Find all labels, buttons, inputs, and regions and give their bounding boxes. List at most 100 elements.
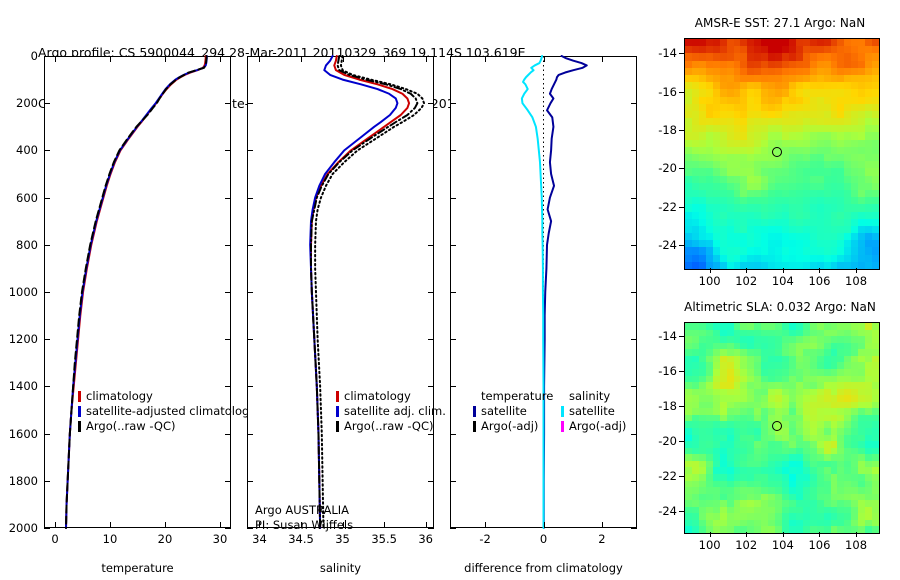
map-cell	[754, 103, 762, 112]
map-cell	[719, 132, 728, 141]
map-cell	[740, 401, 749, 409]
map-cell	[816, 388, 825, 396]
map-cell	[761, 118, 769, 126]
map-cell	[851, 146, 859, 155]
map-x-tick	[819, 532, 821, 537]
map-cell	[823, 233, 832, 241]
map-cell	[865, 161, 873, 170]
map-cell	[761, 395, 769, 403]
map-cell	[712, 375, 721, 383]
map-cell	[685, 74, 693, 83]
map-cell	[858, 103, 866, 112]
map-cell	[726, 421, 735, 429]
salinity-profile-plot[interactable]	[247, 56, 434, 528]
map-cell	[788, 74, 797, 83]
map-cell	[809, 110, 818, 119]
map-cell	[712, 39, 721, 47]
map-cell	[705, 526, 714, 533]
y-tick-label: 0	[30, 49, 38, 63]
map-cell	[719, 355, 728, 364]
map-cell	[761, 247, 769, 256]
map-cell	[754, 74, 762, 83]
map-cell	[719, 467, 728, 475]
map-cell	[768, 362, 776, 370]
map-cell	[837, 454, 846, 462]
map-cell	[782, 118, 790, 126]
map-cell	[851, 388, 859, 396]
map-cell	[698, 480, 707, 488]
map-cell	[705, 342, 714, 350]
map-cell	[809, 375, 818, 383]
map-cell	[768, 211, 776, 220]
map-cell	[837, 189, 846, 198]
map-cell	[837, 175, 846, 184]
map-cell	[775, 375, 783, 383]
map-cell	[802, 261, 811, 269]
y-tick	[44, 339, 50, 341]
map-cell	[712, 388, 721, 396]
map-cell	[858, 82, 866, 90]
map-cell	[795, 211, 804, 220]
map-cell	[788, 67, 797, 76]
map-cell	[809, 204, 818, 213]
map-cell	[795, 254, 804, 263]
map-cell	[865, 526, 873, 533]
map-cell	[733, 247, 742, 256]
map-cell	[816, 414, 825, 423]
map-cell	[685, 519, 693, 528]
map-cell	[782, 168, 790, 177]
map-cell	[858, 414, 866, 423]
map-cell	[733, 233, 742, 241]
map-cell	[844, 218, 852, 227]
map-cell	[719, 388, 728, 396]
y-tick	[44, 433, 50, 435]
map-cell	[685, 211, 693, 220]
sst-map[interactable]	[684, 38, 880, 270]
map-cell	[733, 349, 742, 357]
sla-map[interactable]	[684, 322, 880, 534]
map-cell	[685, 39, 693, 47]
map-cell	[830, 447, 839, 455]
map-cell	[830, 225, 839, 234]
map-cell	[823, 460, 832, 469]
map-cell	[691, 526, 700, 533]
map-cell	[858, 225, 866, 234]
map-cell	[740, 67, 749, 76]
y-tick-label: 1600	[8, 426, 38, 441]
map-cell	[802, 388, 811, 396]
map-cell	[719, 493, 728, 501]
map-cell	[768, 441, 776, 449]
map-cell	[851, 53, 859, 62]
map-cell	[761, 89, 769, 98]
map-cell	[754, 67, 762, 76]
map-cell	[782, 89, 790, 98]
map-cell	[782, 329, 790, 337]
map-cell	[802, 323, 811, 331]
map-cell	[802, 473, 811, 482]
map-cell	[754, 218, 762, 227]
map-cell	[747, 447, 755, 455]
map-cell	[837, 473, 846, 482]
map-y-tick-label: -16	[658, 364, 677, 378]
map-cell	[719, 414, 728, 423]
x-tick-label: 35.5	[371, 532, 397, 546]
map-cell	[816, 82, 825, 90]
map-cell	[816, 211, 825, 220]
map-cell	[761, 132, 769, 141]
map-cell	[761, 261, 769, 269]
map-cell	[802, 336, 811, 344]
map-cell	[726, 261, 735, 269]
map-cell	[816, 395, 825, 403]
temperature-profile-plot[interactable]	[44, 56, 231, 528]
map-cell	[775, 204, 783, 213]
map-cell	[698, 487, 707, 495]
map-cell	[788, 454, 797, 462]
map-cell	[782, 506, 790, 514]
map-cell	[844, 168, 852, 177]
legend-swatch-argo-raw	[78, 421, 81, 432]
map-cell	[823, 39, 832, 47]
legend-label-temperature-argo-adj: Argo(-adj)	[481, 419, 539, 433]
legend-item-salinity-argo-adj: Argo(-adj)	[561, 419, 626, 434]
map-cell	[837, 401, 846, 409]
map-cell	[768, 182, 776, 191]
